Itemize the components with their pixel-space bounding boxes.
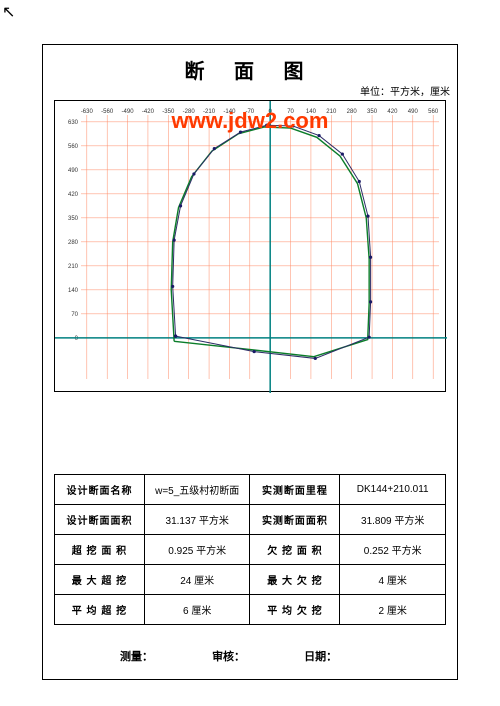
table-row: 平 均 超 挖6 厘米平 均 欠 挖2 厘米 — [55, 595, 446, 625]
table-label: 超 挖 面 积 — [55, 535, 145, 565]
svg-text:280: 280 — [347, 109, 358, 115]
table-row: 设计断面名称w=5_五级村初断面实测断面里程DK144+210.011 — [55, 475, 446, 505]
table-label: 实测断面里程 — [250, 475, 340, 505]
svg-text:-420: -420 — [142, 109, 155, 115]
svg-text:560: 560 — [68, 144, 79, 150]
table-value: 31.137 平方米 — [144, 505, 250, 535]
svg-text:420: 420 — [387, 109, 398, 115]
page-title: 断 面 图 — [0, 55, 500, 84]
table-row: 最 大 超 挖24 厘米最 大 欠 挖4 厘米 — [55, 565, 446, 595]
svg-text:280: 280 — [68, 240, 79, 246]
table-value: 4 厘米 — [340, 565, 446, 595]
svg-text:-70: -70 — [245, 109, 254, 115]
table-label: 实测断面面积 — [250, 505, 340, 535]
svg-text:210: 210 — [68, 264, 79, 270]
svg-text:70: 70 — [287, 109, 294, 115]
table-value: w=5_五级村初断面 — [144, 475, 250, 505]
svg-text:-140: -140 — [223, 109, 236, 115]
table-row: 设计断面面积31.137 平方米实测断面面积31.809 平方米 — [55, 505, 446, 535]
svg-text:-560: -560 — [101, 109, 114, 115]
svg-text:-350: -350 — [162, 109, 175, 115]
table-value: 24 厘米 — [144, 565, 250, 595]
table-value: 6 厘米 — [144, 595, 250, 625]
table-label: 设计断面名称 — [55, 475, 145, 505]
measure-label: 测量： — [120, 648, 153, 664]
section-data-table: 设计断面名称w=5_五级村初断面实测断面里程DK144+210.011设计断面面… — [54, 474, 446, 625]
cross-section-chart: -630 -560 -490 -420 -350 -280 -210 -140 -70 0 70 14… — [54, 100, 446, 392]
table-value: 31.809 平方米 — [340, 505, 446, 535]
review-label: 审核： — [212, 648, 245, 664]
svg-text:490: 490 — [408, 109, 419, 115]
svg-text:630: 630 — [68, 120, 79, 126]
table-value: 0.252 平方米 — [340, 535, 446, 565]
date-label: 日期： — [304, 648, 337, 664]
table-label: 最 大 欠 挖 — [250, 565, 340, 595]
table-value: 2 厘米 — [340, 595, 446, 625]
table-label: 平 均 超 挖 — [55, 595, 145, 625]
table-value: 0.925 平方米 — [144, 535, 250, 565]
svg-text:70: 70 — [71, 312, 78, 318]
unit-label: 单位：平方米，厘米 — [360, 83, 450, 98]
svg-text:140: 140 — [306, 109, 317, 115]
svg-text:350: 350 — [68, 216, 79, 222]
svg-text:350: 350 — [367, 109, 378, 115]
signature-row: 测量： 审核： 日期： — [120, 648, 393, 664]
svg-text:490: 490 — [68, 168, 79, 174]
svg-text:0: 0 — [75, 336, 79, 342]
svg-text:420: 420 — [68, 192, 79, 198]
svg-text:-630: -630 — [81, 109, 94, 115]
svg-text:-490: -490 — [122, 109, 135, 115]
table-value: DK144+210.011 — [340, 475, 446, 505]
table-row: 超 挖 面 积0.925 平方米欠 挖 面 积0.252 平方米 — [55, 535, 446, 565]
svg-text:560: 560 — [428, 109, 439, 115]
table-label: 最 大 超 挖 — [55, 565, 145, 595]
svg-text:-210: -210 — [203, 109, 216, 115]
svg-text:-280: -280 — [183, 109, 196, 115]
table-label: 设计断面面积 — [55, 505, 145, 535]
table-label: 平 均 欠 挖 — [250, 595, 340, 625]
svg-text:210: 210 — [326, 109, 337, 115]
svg-text:140: 140 — [68, 288, 79, 294]
table-label: 欠 挖 面 积 — [250, 535, 340, 565]
mouse-cursor-icon: ↖ — [2, 2, 15, 22]
